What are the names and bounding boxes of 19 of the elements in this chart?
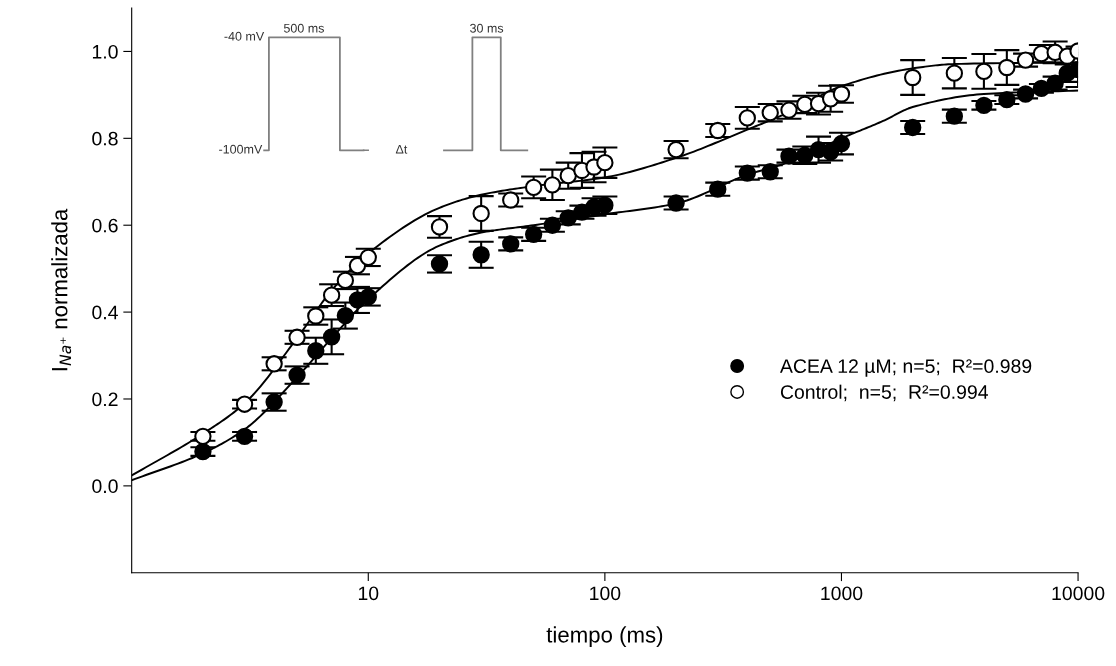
x-tick-label: 10: [358, 586, 379, 601]
x-axis-title: tiempo (ms): [546, 626, 663, 648]
annotation: -40 mV: [224, 31, 265, 41]
annotation: -100mV: [219, 144, 263, 154]
annotation: 30 ms: [470, 23, 504, 33]
legend-label: ACEA 12 µM; n=5; R²=0.989: [779, 359, 1032, 377]
y-tick-label: 0.8: [92, 131, 118, 146]
y-tick-label: 0.2: [92, 392, 118, 407]
y-axis-title: I$_{Na⁺}$ normalizada: [51, 208, 72, 371]
legend-label: Control; n=5; R²=0.994: [780, 384, 988, 402]
y-tick-label: 0.4: [92, 305, 118, 320]
x-tick-label: 100: [590, 586, 621, 601]
x-tick-label: 1000: [821, 586, 863, 601]
y-tick-label: 1.0: [92, 44, 118, 59]
x-tick-label: 10000: [1052, 586, 1105, 601]
annotation: 500 ms: [283, 23, 324, 33]
y-tick-label: 0.6: [92, 218, 118, 233]
annotation: Δt: [395, 144, 408, 154]
y-tick-label: 0.0: [92, 479, 118, 494]
